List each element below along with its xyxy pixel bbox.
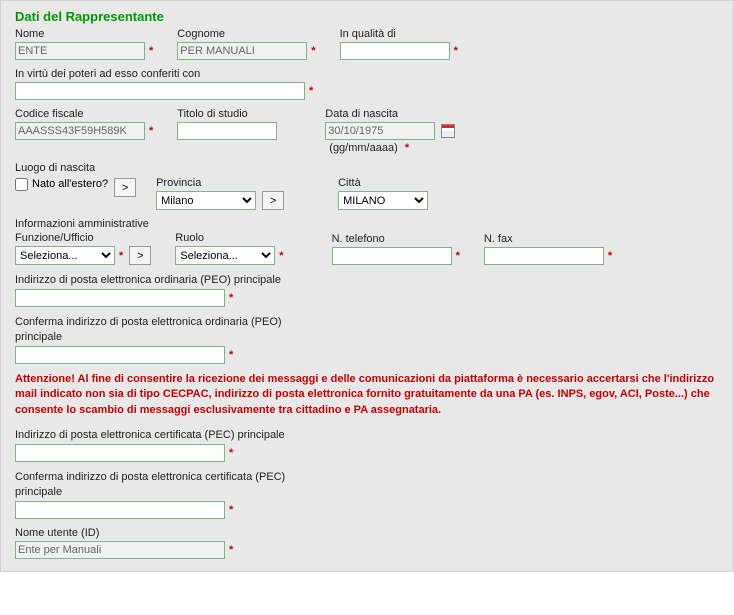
btn-provincia-lookup[interactable]: > [262, 191, 284, 210]
label-luogo: Luogo di nascita [15, 162, 719, 174]
req-userid: * [229, 544, 233, 556]
label-codfisc: Codice fiscale [15, 108, 153, 120]
field-peo-conf: Conferma indirizzo di posta elettronica … [15, 315, 315, 364]
select-provincia[interactable]: Milano [156, 191, 256, 210]
input-peo-conf[interactable] [15, 346, 225, 364]
input-titolo[interactable] [177, 122, 277, 140]
req-tel: * [456, 250, 460, 262]
field-qualita: In qualità di * [340, 28, 458, 60]
row-poteri: In virtù dei poteri ad esso conferiti co… [15, 68, 719, 100]
row-amm: Funzione/Ufficio Seleziona... * > Ruolo … [15, 232, 719, 265]
field-poteri: In virtù dei poteri ad esso conferiti co… [15, 68, 313, 100]
field-peo: Indirizzo di posta elettronica ordinaria… [15, 273, 281, 307]
input-cognome[interactable] [177, 42, 307, 60]
row-userid: Nome utente (ID) * [15, 527, 719, 559]
label-qualita: In qualità di [340, 28, 458, 40]
req-funzione: * [119, 250, 123, 262]
req-qualita: * [454, 45, 458, 57]
field-citta: Città MILANO [338, 177, 428, 210]
field-codfisc: Codice fiscale * [15, 108, 153, 140]
field-userid: Nome utente (ID) * [15, 527, 233, 559]
row-peo: Indirizzo di posta elettronica ordinaria… [15, 273, 719, 307]
req-peo-conf: * [229, 349, 233, 361]
label-poteri: In virtù dei poteri ad esso conferiti co… [15, 68, 313, 80]
row-peo-conf: Conferma indirizzo di posta elettronica … [15, 315, 719, 364]
field-estero: Nato all'estero? > [15, 176, 136, 210]
label-peo: Indirizzo di posta elettronica ordinaria… [15, 273, 281, 287]
field-fax: N. fax * [484, 233, 612, 265]
field-nome: Nome * [15, 28, 153, 60]
field-funzione: Funzione/Ufficio Seleziona... * > [15, 232, 151, 265]
row-pec-conf: Conferma indirizzo di posta elettronica … [15, 470, 719, 519]
field-pec: Indirizzo di posta elettronica certifica… [15, 428, 285, 462]
field-cognome: Cognome * [177, 28, 315, 60]
label-datanascita: Data di nascita [325, 108, 455, 120]
input-userid[interactable] [15, 541, 225, 559]
warning-text: Attenzione! Al fine di consentire la ric… [15, 372, 719, 418]
select-funzione[interactable]: Seleziona... [15, 246, 115, 265]
req-fax: * [608, 250, 612, 262]
row-luogo: Nato all'estero? > Provincia Milano > Ci… [15, 176, 719, 210]
req-pec-conf: * [229, 504, 233, 516]
label-provincia: Provincia [156, 177, 284, 189]
field-datanascita: Data di nascita (gg/mm/aaaa) * [325, 108, 455, 154]
label-pec-conf: Conferma indirizzo di posta elettronica … [15, 470, 315, 499]
input-pec-conf[interactable] [15, 501, 225, 519]
btn-funzione-lookup[interactable]: > [129, 246, 151, 265]
req-nome: * [149, 45, 153, 57]
label-funzione: Funzione/Ufficio [15, 232, 151, 244]
hint-datanascita: (gg/mm/aaaa) [329, 142, 397, 154]
input-datanascita[interactable] [325, 122, 435, 140]
input-codfisc[interactable] [15, 122, 145, 140]
input-peo[interactable] [15, 289, 225, 307]
label-pec: Indirizzo di posta elettronica certifica… [15, 428, 285, 442]
req-datanascita: * [405, 142, 409, 154]
section-title: Dati del Rappresentante [15, 9, 719, 24]
req-codfisc: * [149, 125, 153, 137]
input-pec[interactable] [15, 444, 225, 462]
field-ruolo: Ruolo Seleziona... * [175, 232, 283, 265]
input-nome[interactable] [15, 42, 145, 60]
btn-estero-lookup[interactable]: > [114, 178, 136, 197]
label-cognome: Cognome [177, 28, 315, 40]
label-fax: N. fax [484, 233, 612, 245]
label-citta: Città [338, 177, 428, 189]
label-userid: Nome utente (ID) [15, 527, 233, 539]
label-peo-conf: Conferma indirizzo di posta elettronica … [15, 315, 315, 344]
label-tel: N. telefono [332, 233, 460, 245]
select-ruolo[interactable]: Seleziona... [175, 246, 275, 265]
input-qualita[interactable] [340, 42, 450, 60]
field-pec-conf: Conferma indirizzo di posta elettronica … [15, 470, 315, 519]
select-citta[interactable]: MILANO [338, 191, 428, 210]
label-infoamm: Informazioni amministrative [15, 218, 719, 230]
req-poteri: * [309, 85, 313, 97]
label-estero: Nato all'estero? [32, 178, 108, 190]
req-peo: * [229, 292, 233, 304]
field-provincia: Provincia Milano > [156, 177, 284, 210]
req-pec: * [229, 447, 233, 459]
label-nome: Nome [15, 28, 153, 40]
field-titolo: Titolo di studio [177, 108, 277, 140]
row-name: Nome * Cognome * In qualità di * [15, 28, 719, 60]
row-cf: Codice fiscale * Titolo di studio Data d… [15, 108, 719, 154]
checkbox-estero[interactable] [15, 178, 28, 191]
field-tel: N. telefono * [332, 233, 460, 265]
label-ruolo: Ruolo [175, 232, 283, 244]
req-cognome: * [311, 45, 315, 57]
form-container: Dati del Rappresentante Nome * Cognome *… [0, 0, 734, 572]
req-ruolo: * [279, 250, 283, 262]
input-tel[interactable] [332, 247, 452, 265]
label-titolo: Titolo di studio [177, 108, 277, 120]
calendar-icon[interactable] [441, 124, 455, 138]
input-poteri[interactable] [15, 82, 305, 100]
row-pec: Indirizzo di posta elettronica certifica… [15, 428, 719, 462]
input-fax[interactable] [484, 247, 604, 265]
